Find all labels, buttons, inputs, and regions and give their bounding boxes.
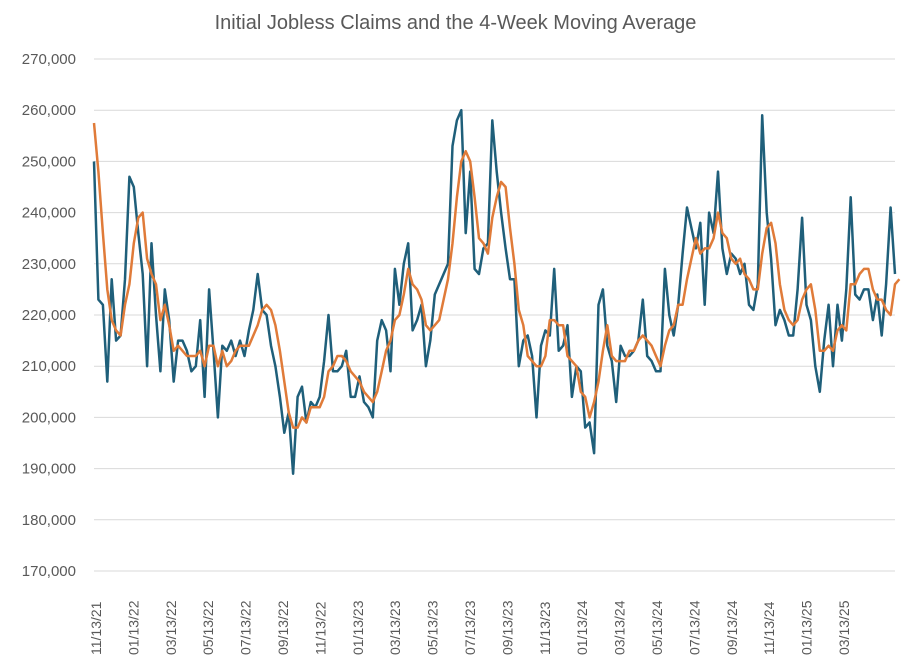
y-tick-label: 250,000 bbox=[22, 153, 76, 170]
y-tick-label: 180,000 bbox=[22, 512, 76, 529]
y-axis: 170,000 180,000 190,000 200,000 210,000 220,0… bbox=[22, 51, 76, 580]
y-tick-label: 260,000 bbox=[22, 102, 76, 119]
moving-average-series-line bbox=[92, 122, 901, 429]
x-tick-label: 09/13/23 bbox=[499, 600, 515, 655]
x-tick-label: 11/13/24 bbox=[761, 601, 777, 655]
x-tick-label: 01/13/24 bbox=[574, 600, 590, 655]
x-tick-label: 01/13/25 bbox=[799, 600, 815, 655]
claims-series-line bbox=[92, 108, 897, 475]
y-tick-label: 220,000 bbox=[22, 307, 76, 324]
x-tick-label: 03/13/25 bbox=[836, 600, 852, 655]
x-tick-label: 07/13/23 bbox=[462, 600, 478, 655]
x-tick-label: 01/13/22 bbox=[125, 600, 141, 655]
x-tick-label: 01/13/23 bbox=[350, 600, 366, 655]
series-layer bbox=[92, 108, 901, 475]
y-tick-label: 230,000 bbox=[22, 256, 76, 273]
x-tick-label: 05/13/23 bbox=[425, 600, 441, 655]
x-tick-label: 07/13/24 bbox=[686, 600, 702, 655]
y-tick-label: 190,000 bbox=[22, 461, 76, 478]
x-tick-label: 07/13/22 bbox=[238, 600, 254, 655]
x-tick-label: 11/13/22 bbox=[312, 601, 328, 655]
x-tick-label: 03/13/24 bbox=[612, 600, 628, 655]
y-tick-label: 200,000 bbox=[22, 409, 76, 426]
x-tick-label: 11/13/23 bbox=[537, 601, 553, 655]
y-tick-label: 210,000 bbox=[22, 358, 76, 375]
y-tick-label: 270,000 bbox=[22, 51, 76, 68]
x-tick-label: 03/13/22 bbox=[163, 600, 179, 655]
x-tick-label: 11/13/21 bbox=[88, 601, 104, 655]
x-tick-label: 05/13/24 bbox=[649, 600, 665, 655]
x-tick-label: 09/13/24 bbox=[724, 600, 740, 655]
y-tick-label: 170,000 bbox=[22, 563, 76, 580]
x-tick-label: 09/13/22 bbox=[275, 600, 291, 655]
y-tick-label: 240,000 bbox=[22, 205, 76, 222]
x-tick-label: 03/13/23 bbox=[387, 600, 403, 655]
x-axis: 11/13/21 01/13/22 03/13/22 05/13/22 07/13/22… bbox=[88, 600, 852, 655]
chart-title: Initial Jobless Claims and the 4-Week Mo… bbox=[214, 12, 697, 34]
x-tick-label: 05/13/22 bbox=[200, 600, 216, 655]
